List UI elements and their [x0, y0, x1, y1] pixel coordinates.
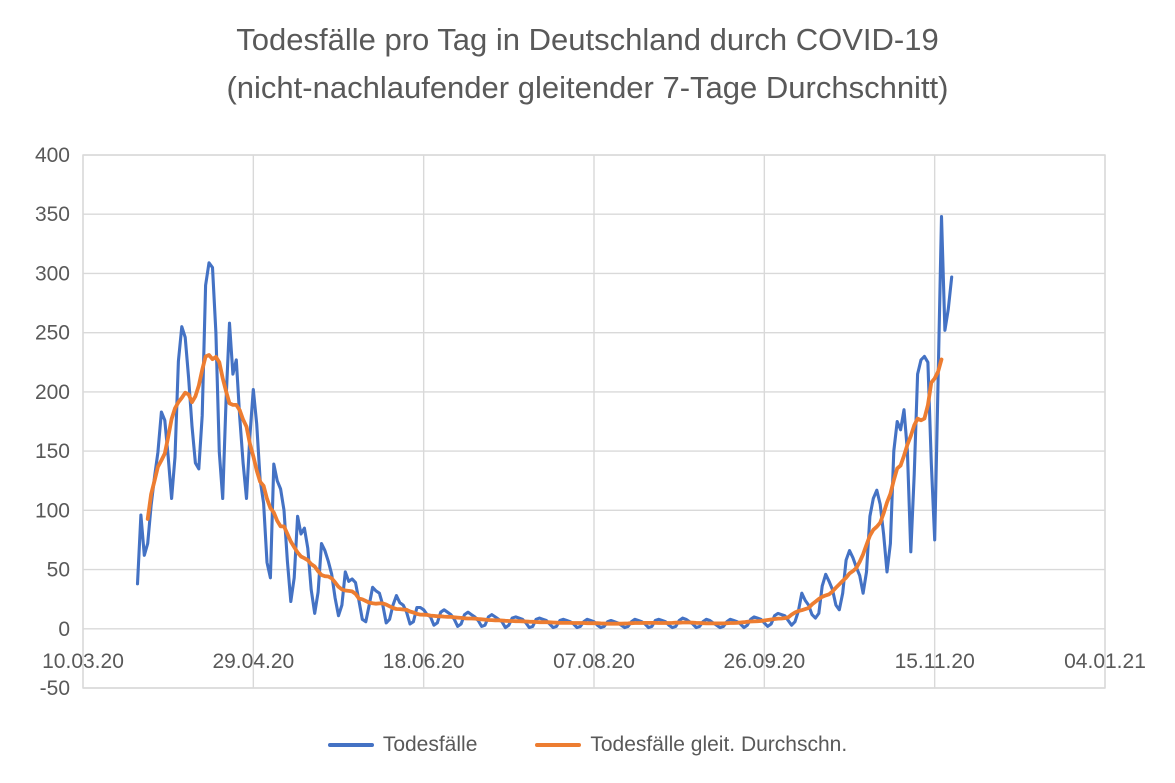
y-tick-label: 50 [47, 559, 70, 582]
legend-item-gleit-durchschnitt: Todesfälle gleit. Durchschn. [535, 733, 847, 757]
y-tick-label: 350 [35, 203, 70, 226]
legend-label-todesfaelle: Todesfälle [382, 733, 478, 756]
y-tick-label: 200 [35, 381, 70, 404]
todesfaelle-line [135, 215, 954, 630]
legend-swatch-blue-line-icon [327, 743, 374, 747]
x-tick-label: 07.08.20 [553, 650, 635, 673]
y-tick-label: 150 [35, 440, 70, 463]
y-tick-label: -50 [40, 677, 70, 700]
legend-label-gleit-durchschnitt: Todesfälle gleit. Durchschn. [590, 733, 848, 756]
legend-item-todesfaelle: Todesfälle [327, 733, 478, 757]
x-tick-label: 29.04.20 [212, 650, 294, 673]
y-tick-label: 400 [35, 144, 70, 167]
x-tick-label: 15.11.20 [895, 650, 975, 673]
chart-title: Todesfälle pro Tag in Deutschland durch … [0, 16, 1175, 112]
y-tick-label: 250 [35, 322, 70, 345]
y-tick-label: 0 [58, 618, 70, 641]
x-tick-label: 10.03.20 [42, 650, 124, 673]
x-tick-label: 18.06.20 [383, 650, 465, 673]
chart-legend: Todesfälle Todesfälle gleit. Durchschn. [0, 733, 1175, 757]
chart-title-line1: Todesfälle pro Tag in Deutschland durch … [236, 22, 939, 57]
chart-title-line2: (nicht-nachlaufender gleitender 7-Tage D… [226, 70, 949, 105]
x-tick-label: 26.09.20 [723, 650, 805, 673]
y-tick-label: 100 [35, 499, 70, 522]
y-tick-label: 300 [35, 262, 70, 285]
legend-swatch-orange-line-icon [535, 743, 582, 747]
moving-average-line [145, 353, 944, 626]
plot-border [82, 154, 1106, 689]
x-tick-label: 04.01.21 [1064, 650, 1146, 673]
